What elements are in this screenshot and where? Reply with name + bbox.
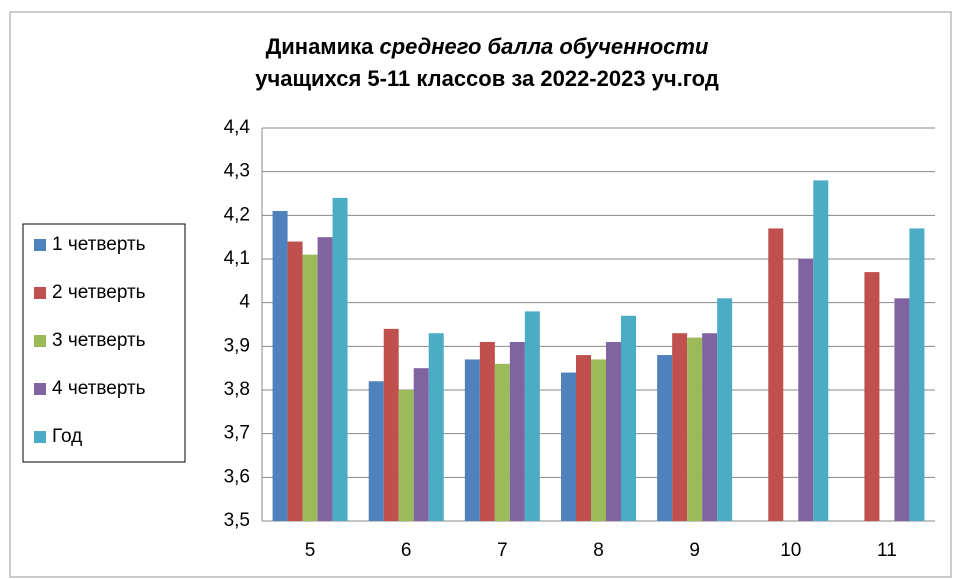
legend-label: 1 четверть: [52, 234, 146, 255]
bar: [798, 259, 814, 521]
bar: [606, 341, 621, 521]
bar: [413, 368, 429, 521]
bar: [864, 272, 880, 521]
x-tick-label: 7: [497, 540, 508, 561]
bar: [383, 328, 399, 521]
y-tick-label: 4,1: [224, 248, 250, 269]
bar: [287, 241, 303, 522]
bar: [687, 337, 703, 521]
legend-label: Год: [52, 426, 82, 447]
bar: [657, 355, 673, 521]
y-tick-label: 3,5: [224, 510, 250, 531]
legend-swatch: [34, 239, 46, 251]
bar: [398, 390, 414, 521]
bar: [332, 197, 348, 521]
legend-swatch: [34, 335, 46, 347]
title-part: Динамика: [266, 34, 375, 59]
bar: [909, 228, 925, 521]
bar: [272, 210, 288, 521]
bar: [464, 359, 480, 521]
legend-swatch: [34, 287, 46, 299]
y-tick-label: 3,9: [224, 335, 250, 356]
title-part: среднего балла обученности: [379, 34, 709, 59]
bar: [509, 341, 525, 521]
bar: [621, 315, 636, 521]
y-tick-label: 4: [239, 292, 250, 313]
y-tick-label: 4,4: [224, 117, 251, 138]
bar: [576, 355, 591, 521]
bar: [672, 333, 688, 521]
legend-swatch: [34, 431, 46, 443]
bar: [813, 180, 829, 521]
y-tick-label: 4,2: [224, 204, 250, 225]
x-tick-label: 6: [401, 540, 412, 561]
x-tick-label: 9: [689, 540, 700, 561]
y-tick-label: 3,7: [224, 423, 250, 444]
bar: [368, 381, 384, 521]
y-tick-label: 3,8: [224, 379, 250, 400]
x-tick-label: 10: [780, 540, 801, 561]
legend-swatch: [34, 383, 46, 395]
x-tick-label: 5: [305, 540, 316, 561]
bar: [524, 311, 540, 521]
bar: [894, 298, 910, 521]
chart-title: учащихся 5-11 классов за 2022-2023 уч.го…: [255, 66, 719, 91]
x-tick-label: 11: [877, 540, 897, 561]
y-tick-label: 4,3: [224, 161, 250, 182]
bar: [317, 237, 333, 521]
legend-box: [22, 223, 186, 463]
legend-label: 4 четверть: [52, 378, 146, 399]
bar: [428, 333, 444, 521]
y-tick-label: 3,6: [224, 466, 250, 487]
legend-label: 2 четверть: [52, 282, 146, 303]
bar: [561, 372, 576, 521]
x-tick-label: 8: [593, 540, 604, 561]
bar: [494, 363, 510, 521]
bar: [717, 298, 733, 521]
chart-title: Динамика среднего балла обученности: [266, 34, 709, 59]
bar: [591, 359, 606, 521]
bar: [479, 341, 495, 521]
bar: [702, 333, 718, 521]
bar: [768, 228, 784, 521]
legend-label: 3 четверть: [52, 330, 146, 351]
bar: [302, 254, 318, 521]
